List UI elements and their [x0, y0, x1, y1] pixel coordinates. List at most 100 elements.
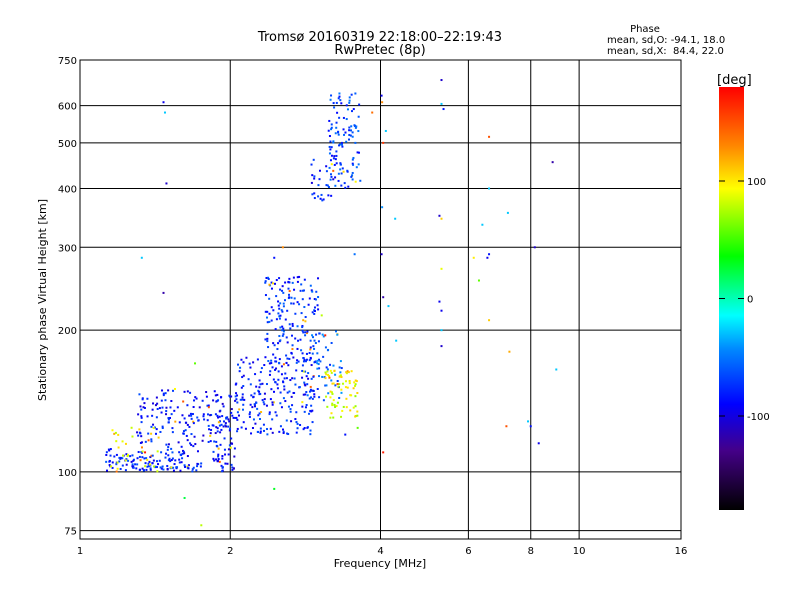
data-point [197, 419, 200, 422]
data-point [111, 429, 114, 432]
data-point [150, 440, 153, 443]
data-point [188, 414, 191, 417]
data-point [329, 148, 332, 151]
data-point [345, 140, 348, 143]
data-point [305, 332, 308, 335]
data-point [245, 356, 248, 359]
data-point [167, 454, 170, 457]
data-point [188, 425, 191, 428]
data-point [168, 457, 171, 460]
data-point [219, 431, 222, 434]
data-point [317, 277, 320, 280]
data-point [253, 403, 256, 406]
data-point [313, 177, 316, 180]
data-point [337, 133, 340, 136]
data-point [159, 466, 162, 469]
data-point [140, 421, 143, 424]
data-point [195, 397, 198, 400]
data-point [238, 408, 241, 411]
data-point [214, 432, 217, 435]
data-point [184, 465, 187, 468]
data-point [147, 432, 150, 435]
data-point [200, 462, 203, 465]
data-point [285, 336, 288, 339]
data-point [215, 426, 218, 429]
data-point [312, 336, 315, 339]
data-point [319, 197, 322, 200]
data-point [242, 374, 245, 377]
data-point [313, 310, 316, 313]
data-point [248, 415, 251, 418]
data-point [179, 453, 182, 456]
data-point [335, 154, 338, 157]
data-point [338, 366, 341, 369]
data-point [301, 369, 304, 372]
data-point [381, 206, 384, 209]
data-point [345, 118, 348, 121]
data-point [311, 290, 314, 293]
data-point [117, 446, 120, 449]
data-point [207, 413, 210, 416]
data-point [192, 406, 195, 409]
data-point [320, 193, 323, 196]
data-point [149, 464, 152, 467]
data-point [326, 349, 329, 352]
data-point [162, 392, 165, 395]
data-point [282, 333, 285, 336]
data-point [218, 410, 221, 413]
data-point [205, 395, 208, 398]
data-point [174, 420, 177, 423]
data-point [307, 377, 310, 380]
data-point [307, 372, 310, 375]
data-point [180, 461, 183, 464]
data-point [334, 405, 337, 408]
data-point [354, 415, 357, 418]
data-point [313, 347, 316, 350]
data-point [286, 357, 289, 360]
data-point [232, 467, 235, 470]
data-point [237, 363, 240, 366]
data-point [276, 348, 279, 351]
data-point [157, 436, 160, 439]
data-point [332, 157, 335, 160]
data-point [277, 342, 280, 345]
data-point [139, 441, 142, 444]
data-point [308, 359, 311, 362]
data-point [115, 453, 118, 456]
data-point [238, 370, 241, 373]
data-point [294, 312, 297, 315]
data-point [302, 289, 305, 292]
data-point [124, 442, 127, 445]
data-point [183, 464, 186, 467]
data-point [227, 453, 230, 456]
data-point [190, 433, 193, 436]
data-point [186, 404, 189, 407]
data-point [209, 434, 212, 437]
data-point [138, 431, 141, 434]
data-point [131, 463, 134, 466]
data-point [325, 170, 328, 173]
data-point [210, 413, 213, 416]
data-point [283, 377, 286, 380]
data-point [290, 296, 293, 299]
data-point [307, 303, 310, 306]
data-point [160, 467, 163, 470]
data-point [192, 422, 195, 425]
data-point [127, 459, 130, 462]
data-point [339, 374, 342, 377]
data-point [274, 282, 277, 285]
data-point [297, 339, 300, 342]
data-point [220, 464, 223, 467]
data-point [330, 371, 333, 374]
data-point [304, 331, 307, 334]
data-point [351, 178, 354, 181]
data-point [289, 410, 292, 413]
data-point [279, 302, 282, 305]
data-point [140, 441, 143, 444]
data-point [310, 404, 313, 407]
data-point [181, 452, 184, 455]
data-point [304, 370, 307, 373]
data-point [328, 376, 331, 379]
data-point [279, 391, 282, 394]
data-point [278, 277, 281, 280]
